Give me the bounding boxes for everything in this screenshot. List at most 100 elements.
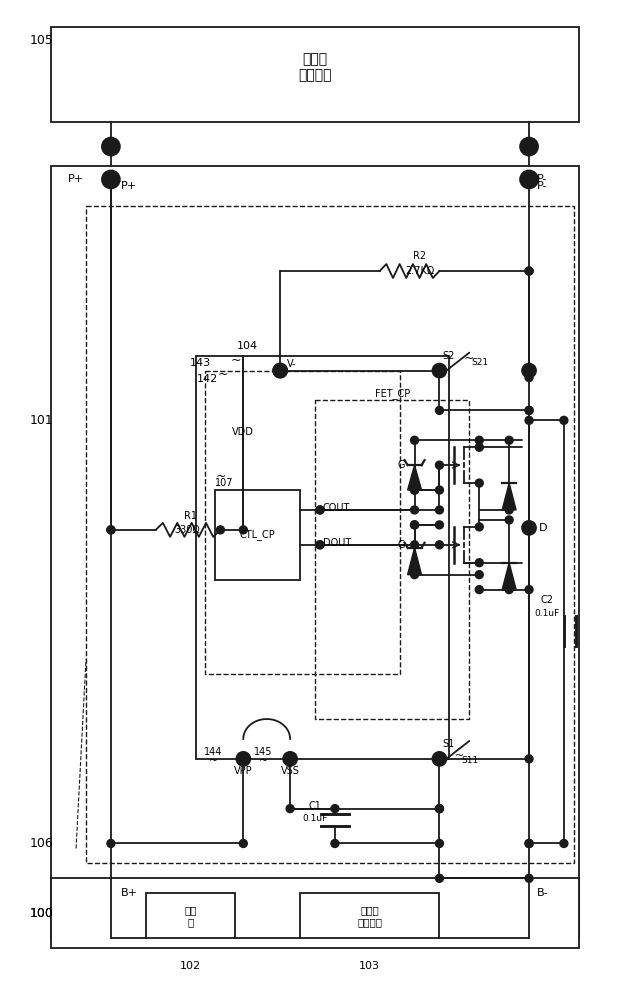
Text: S1: S1 <box>442 739 455 749</box>
Polygon shape <box>502 483 516 510</box>
Text: ~: ~ <box>215 470 226 483</box>
Text: 0.1uF: 0.1uF <box>302 814 328 823</box>
Text: 103: 103 <box>359 961 381 971</box>
Circle shape <box>525 839 533 847</box>
Bar <box>300 893 440 938</box>
Bar <box>195 356 449 759</box>
Text: D: D <box>539 523 547 533</box>
Text: P-: P- <box>537 174 547 184</box>
Text: V-: V- <box>287 359 297 369</box>
Text: R1: R1 <box>184 511 197 521</box>
Circle shape <box>505 516 513 524</box>
Circle shape <box>435 506 444 514</box>
Bar <box>51 166 579 938</box>
Text: 105: 105 <box>29 34 53 47</box>
Circle shape <box>276 367 284 375</box>
Circle shape <box>475 523 483 531</box>
Circle shape <box>525 755 533 763</box>
Text: 充电或
放电负载: 充电或 放电负载 <box>298 52 332 82</box>
Text: ~: ~ <box>217 368 228 381</box>
Circle shape <box>525 874 533 882</box>
Circle shape <box>435 541 444 549</box>
Text: 104: 104 <box>237 341 258 351</box>
Text: P+: P+ <box>68 174 84 184</box>
Circle shape <box>475 479 483 487</box>
Circle shape <box>435 755 444 763</box>
Text: 106: 106 <box>29 837 53 850</box>
Circle shape <box>273 364 287 378</box>
Text: G: G <box>398 460 405 470</box>
Circle shape <box>505 436 513 444</box>
Circle shape <box>102 138 120 156</box>
Circle shape <box>236 752 250 766</box>
Text: 142: 142 <box>197 374 218 384</box>
Text: ~: ~ <box>209 756 218 766</box>
Circle shape <box>435 805 444 813</box>
Text: VPP: VPP <box>234 766 253 776</box>
Text: R2: R2 <box>413 251 426 261</box>
Circle shape <box>411 436 418 444</box>
Text: 143: 143 <box>190 358 211 368</box>
Bar <box>51 27 579 122</box>
Circle shape <box>411 486 418 494</box>
Bar <box>86 206 574 863</box>
Text: 100: 100 <box>29 907 53 920</box>
Circle shape <box>505 506 513 514</box>
Circle shape <box>107 526 115 534</box>
Circle shape <box>475 586 483 594</box>
Text: C2: C2 <box>541 595 554 605</box>
Circle shape <box>435 521 444 529</box>
Circle shape <box>286 805 294 813</box>
Text: 0.1uF: 0.1uF <box>534 609 559 618</box>
Bar <box>51 878 579 948</box>
Text: 101: 101 <box>29 414 53 427</box>
Circle shape <box>283 752 297 766</box>
Text: G: G <box>398 540 405 550</box>
Text: ~: ~ <box>464 352 474 365</box>
Text: S2: S2 <box>442 351 455 361</box>
Circle shape <box>522 521 536 535</box>
Text: B+: B+ <box>121 888 138 898</box>
Circle shape <box>217 526 224 534</box>
Text: S21: S21 <box>471 358 488 367</box>
Text: S11: S11 <box>461 756 479 765</box>
Text: ~: ~ <box>231 354 241 367</box>
Text: VSS: VSS <box>281 766 299 776</box>
Circle shape <box>475 559 483 567</box>
Circle shape <box>505 586 513 594</box>
Circle shape <box>411 506 418 514</box>
Circle shape <box>560 416 568 424</box>
Circle shape <box>411 541 418 549</box>
Bar <box>205 371 399 674</box>
Circle shape <box>520 138 538 156</box>
Circle shape <box>525 406 533 414</box>
Circle shape <box>432 364 447 378</box>
Circle shape <box>435 406 444 414</box>
Text: 102: 102 <box>180 961 201 971</box>
Circle shape <box>316 506 324 514</box>
Circle shape <box>411 521 418 529</box>
Circle shape <box>525 416 533 424</box>
Polygon shape <box>408 465 421 490</box>
Text: 144: 144 <box>204 747 222 757</box>
Text: DOUT: DOUT <box>323 538 351 548</box>
Circle shape <box>520 170 538 188</box>
Text: C1: C1 <box>309 801 321 811</box>
Text: VDD: VDD <box>232 427 255 437</box>
Circle shape <box>522 364 536 378</box>
Circle shape <box>239 526 248 534</box>
Text: 145: 145 <box>254 747 273 757</box>
Circle shape <box>316 541 324 549</box>
Text: 330Ω: 330Ω <box>175 525 200 535</box>
Circle shape <box>411 571 418 579</box>
Circle shape <box>525 267 533 275</box>
Polygon shape <box>502 563 516 590</box>
Circle shape <box>239 839 248 847</box>
Circle shape <box>560 839 568 847</box>
Circle shape <box>102 170 120 188</box>
Bar <box>215 490 300 580</box>
Circle shape <box>435 486 444 494</box>
Circle shape <box>316 506 324 514</box>
Circle shape <box>525 839 533 847</box>
Circle shape <box>107 526 115 534</box>
